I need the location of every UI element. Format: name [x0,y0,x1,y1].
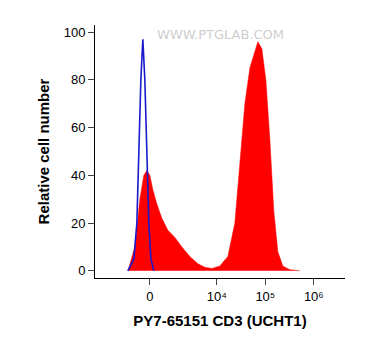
svg-text:PY7-65151 CD3 (UCHT1): PY7-65151 CD3 (UCHT1) [133,312,306,329]
svg-text:0: 0 [146,289,153,304]
svg-text:10⁵: 10⁵ [255,289,275,304]
svg-text:Relative cell number: Relative cell number [35,78,52,224]
svg-text:10⁶: 10⁶ [304,289,324,304]
svg-text:40: 40 [71,168,85,183]
svg-text:100: 100 [64,25,86,40]
svg-text:WWW.PTGLAB.COM: WWW.PTGLAB.COM [157,27,284,42]
svg-text:20: 20 [71,216,85,231]
svg-text:10⁴: 10⁴ [207,289,227,304]
svg-text:60: 60 [71,120,85,135]
svg-text:80: 80 [71,72,85,87]
svg-text:0: 0 [78,263,85,278]
